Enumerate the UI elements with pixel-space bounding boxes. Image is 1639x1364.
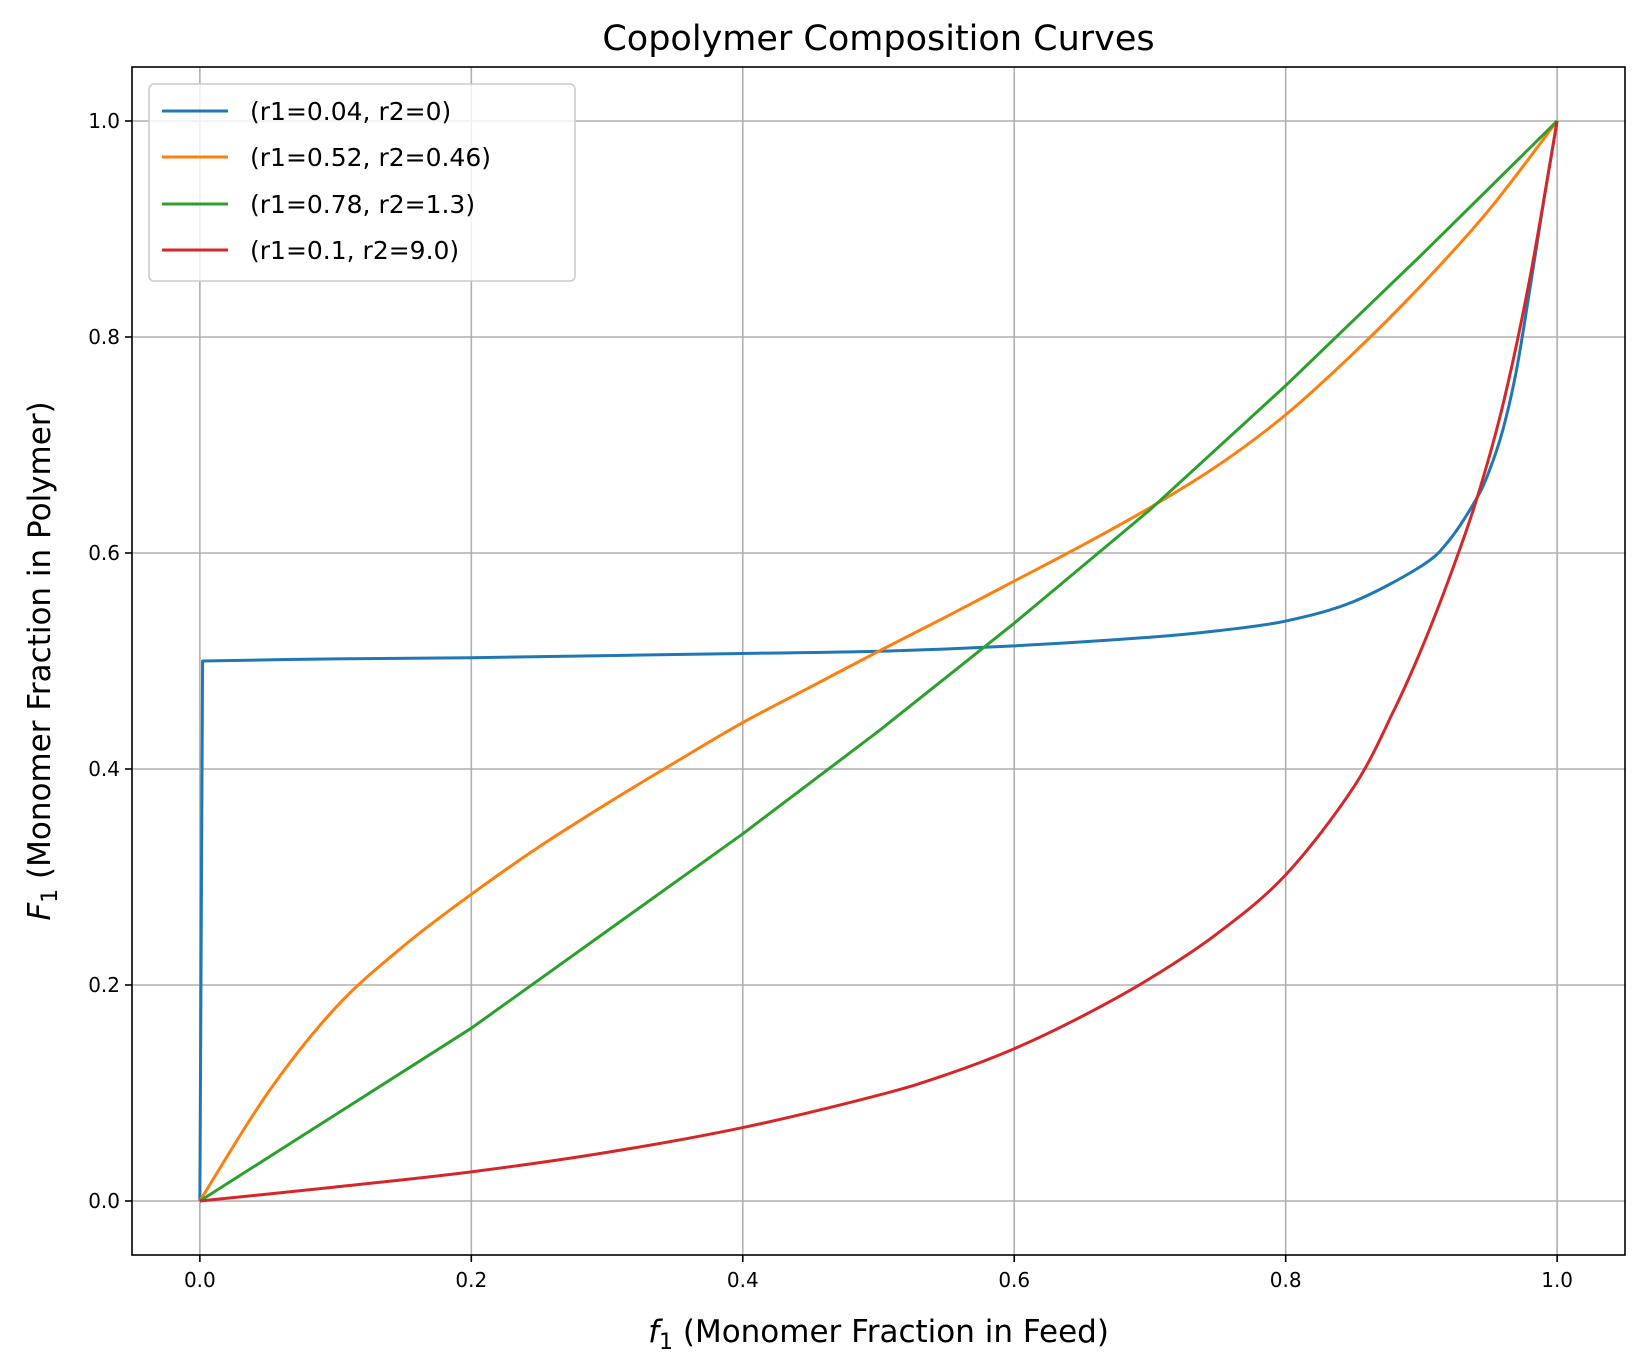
legend-label-2: (r1=0.78, r2=1.3) — [250, 190, 475, 219]
y-tick-label: 0.8 — [88, 325, 120, 349]
y-axis-label-subscript: 1 — [38, 889, 63, 903]
x-tick-label: 0.0 — [184, 1268, 216, 1292]
ticks: 0.0 0.2 0.4 0.6 0.8 1.0 0.0 0.2 0.4 0.6 0.8 1.0 — [88, 109, 1573, 1292]
series-line-1 — [198, 120, 1559, 1202]
chart-title: Copolymer Composition Curves — [602, 19, 1154, 59]
series-lines — [198, 119, 1559, 1203]
legend-label-0: (r1=0.04, r2=0) — [250, 97, 451, 126]
x-tick-label: 1.0 — [1541, 1268, 1573, 1292]
x-tick-label: 0.8 — [1270, 1268, 1302, 1292]
x-tick-label: 0.4 — [727, 1268, 759, 1292]
y-tick-label: 0.6 — [88, 541, 120, 565]
legend-label-1: (r1=0.52, r2=0.46) — [250, 143, 491, 172]
legend-label-3: (r1=0.1, r2=9.0) — [250, 236, 459, 265]
legend: (r1=0.04, r2=0) (r1=0.52, r2=0.46) (r1=0… — [148, 83, 576, 282]
x-axis-label-subscript: 1 — [659, 1330, 673, 1355]
y-tick-label: 0.2 — [88, 973, 120, 997]
y-axis-label: F1 (Monomer Fraction in Polymer) — [22, 401, 63, 920]
series-line-2 — [199, 119, 1559, 1203]
x-tick-label: 0.6 — [998, 1268, 1030, 1292]
series-line-0 — [198, 120, 1559, 1202]
x-tick-label: 0.2 — [455, 1268, 487, 1292]
y-tick-label: 0.4 — [88, 757, 120, 781]
y-tick-label: 1.0 — [88, 109, 120, 133]
y-axis-label-text: (Monomer Fraction in Polymer) — [22, 401, 58, 888]
y-tick-label: 0.0 — [88, 1189, 120, 1213]
y-axis-label-symbol: F — [22, 902, 58, 921]
legend-box — [148, 83, 576, 282]
plot-frame — [131, 66, 1626, 1256]
x-axis-label: f1 (Monomer Fraction in Feed) — [648, 1314, 1109, 1355]
series-line-3 — [199, 120, 1559, 1203]
x-axis-label-text: (Monomer Fraction in Feed) — [673, 1314, 1109, 1350]
